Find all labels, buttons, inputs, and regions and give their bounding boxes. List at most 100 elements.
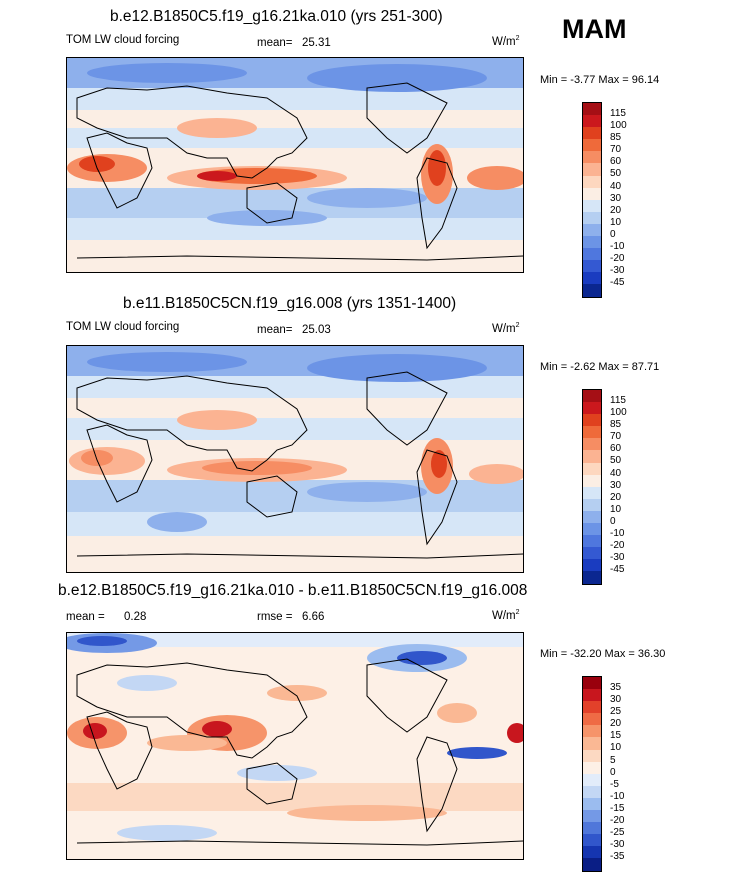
panel-1-title: b.e12.B1850C5.f19_g16.21ka.010 (yrs 251-…: [110, 8, 443, 25]
colorbar-swatch: [583, 846, 601, 859]
panel-3-title: b.e12.B1850C5.f19_g16.21ka.010 - b.e11.B…: [58, 582, 528, 599]
colorbar-tick-label: 100: [610, 407, 627, 419]
colorbar-swatch: [583, 402, 601, 415]
panel-3-units: W/m2: [492, 609, 520, 622]
colorbar-swatch: [583, 713, 601, 726]
colorbar-tick-label: 35: [610, 682, 622, 693]
colorbar-swatch: [583, 523, 601, 536]
colorbar-tick-label: 5: [610, 754, 616, 766]
colorbar-tick-label: 30: [610, 192, 622, 204]
colorbar-swatch: [583, 151, 601, 164]
colorbar-swatch: [583, 248, 601, 261]
panel-1-map: [66, 57, 524, 273]
panel-1-contour-field: [67, 58, 523, 272]
colorbar-tick-label: 50: [610, 168, 622, 180]
colorbar-tick-label: -20: [610, 540, 625, 552]
colorbar-swatch: [583, 689, 601, 702]
colorbar-swatch: [583, 822, 601, 835]
colorbar-swatch: [583, 858, 601, 871]
colorbar-tick-label: 0: [610, 766, 616, 778]
colorbar-swatch: [583, 236, 601, 249]
colorbar-tick-label: -5: [610, 778, 619, 790]
panel-3-minmax: Min = -32.20 Max = 36.30: [540, 648, 666, 660]
colorbar-swatch: [583, 223, 601, 237]
colorbar-tick-label: 20: [610, 491, 622, 503]
colorbar-swatch: [583, 725, 601, 738]
colorbar-tick-label: -45: [610, 277, 625, 289]
colorbar-swatch: [583, 127, 601, 140]
colorbar-swatch: [583, 701, 601, 714]
colorbar-tick-label: 0: [610, 228, 616, 240]
colorbar-tick-label: 60: [610, 443, 622, 455]
colorbar-swatch: [583, 834, 601, 847]
colorbar-swatch: [583, 547, 601, 560]
season-label: MAM: [562, 14, 627, 44]
colorbar-swatch: [583, 761, 601, 774]
panel-3-colorbar-labels: 35 30 25 20 15 10 5 0 -5 -10 -15 -20 -25 -30 -35: [610, 682, 624, 863]
panel-2-variable-label: TOM LW cloud forcing: [66, 321, 180, 333]
colorbar-swatch: [583, 175, 601, 188]
panel-3-rmse-value: 6.66: [302, 611, 325, 623]
colorbar-tick-label: 0: [610, 515, 616, 527]
panel-3-map: [66, 632, 524, 860]
colorbar-tick-label: 85: [610, 132, 622, 144]
colorbar-swatch: [583, 535, 601, 548]
colorbar-tick-label: -15: [610, 802, 625, 814]
colorbar-swatch: [583, 810, 601, 823]
colorbar-swatch: [583, 103, 601, 116]
colorbar-swatch: [583, 187, 601, 200]
colorbar-tick-label: -20: [610, 815, 625, 827]
colorbar-tick-label: 115: [610, 395, 626, 406]
colorbar-tick-label: 25: [610, 706, 622, 718]
colorbar-tick-label: -20: [610, 253, 625, 265]
panel-1-mean-label: mean=: [257, 37, 293, 49]
panel-1-variable-label: TOM LW cloud forcing: [66, 34, 180, 46]
colorbar-tick-label: 40: [610, 180, 622, 192]
colorbar-swatch: [583, 139, 601, 152]
panel-2-minmax: Min = -2.62 Max = 87.71: [540, 361, 660, 373]
panel-2-mean-value: 25.03: [302, 324, 331, 336]
panel-1-minmax: Min = -3.77 Max = 96.14: [540, 74, 660, 86]
colorbar-swatch: [583, 438, 601, 451]
colorbar-tick-label: 30: [610, 479, 622, 491]
colorbar-swatch: [583, 426, 601, 439]
colorbar-tick-label: -35: [610, 851, 625, 863]
panel-1-colorbar: [582, 102, 602, 298]
colorbar-swatch: [583, 450, 601, 463]
panel-2-colorbar-labels: 115 100 85 70 60 50 40 30 20 10 0 -10 -20 -30 -45: [610, 395, 627, 576]
colorbar-tick-label: -30: [610, 265, 625, 277]
colorbar-tick-label: 70: [610, 431, 622, 443]
panel-1-mean-value: 25.31: [302, 37, 331, 49]
colorbar-swatch: [583, 414, 601, 427]
colorbar-tick-label: 10: [610, 216, 622, 228]
panel-3-rmse-label: rmse =: [257, 611, 293, 623]
colorbar-tick-label: 85: [610, 419, 622, 431]
colorbar-swatch: [583, 486, 601, 499]
colorbar-swatch: [583, 773, 601, 786]
colorbar-swatch: [583, 284, 601, 297]
colorbar-tick-label: 40: [610, 467, 622, 479]
colorbar-swatch: [583, 571, 601, 584]
colorbar-swatch: [583, 211, 601, 224]
panel-2-mean-label: mean=: [257, 324, 293, 336]
colorbar-swatch: [583, 677, 601, 690]
panel-2-units: W/m2: [492, 322, 520, 335]
colorbar-tick-label: -45: [610, 564, 625, 576]
colorbar-tick-label: 10: [610, 742, 622, 754]
colorbar-tick-label: 30: [610, 694, 622, 706]
colorbar-swatch: [583, 199, 601, 212]
colorbar-tick-label: 115: [610, 108, 626, 119]
colorbar-tick-label: -30: [610, 552, 625, 564]
colorbar-swatch: [583, 498, 601, 511]
colorbar-swatch: [583, 749, 601, 762]
colorbar-swatch: [583, 272, 601, 285]
panel-2-map: [66, 345, 524, 573]
colorbar-tick-label: 60: [610, 156, 622, 168]
panel-3-contour-field: [67, 633, 523, 859]
panel-1-units: W/m2: [492, 35, 520, 48]
colorbar-tick-label: 70: [610, 144, 622, 156]
panel-3-mean-label: mean =: [66, 611, 105, 623]
panel-3-colorbar: [582, 676, 602, 872]
colorbar-tick-label: -30: [610, 839, 625, 851]
colorbar-tick-label: 20: [610, 204, 622, 216]
